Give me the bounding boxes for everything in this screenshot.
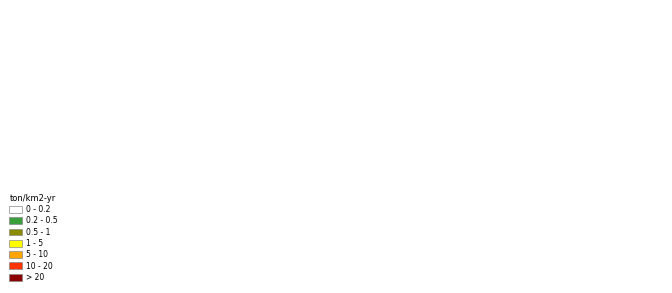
Legend: 0 - 0.2, 0.2 - 0.5, 0.5 - 1, 1 - 5, 5 - 10, 10 - 20, > 20: 0 - 0.2, 0.2 - 0.5, 0.5 - 1, 1 - 5, 5 - … — [7, 192, 58, 283]
